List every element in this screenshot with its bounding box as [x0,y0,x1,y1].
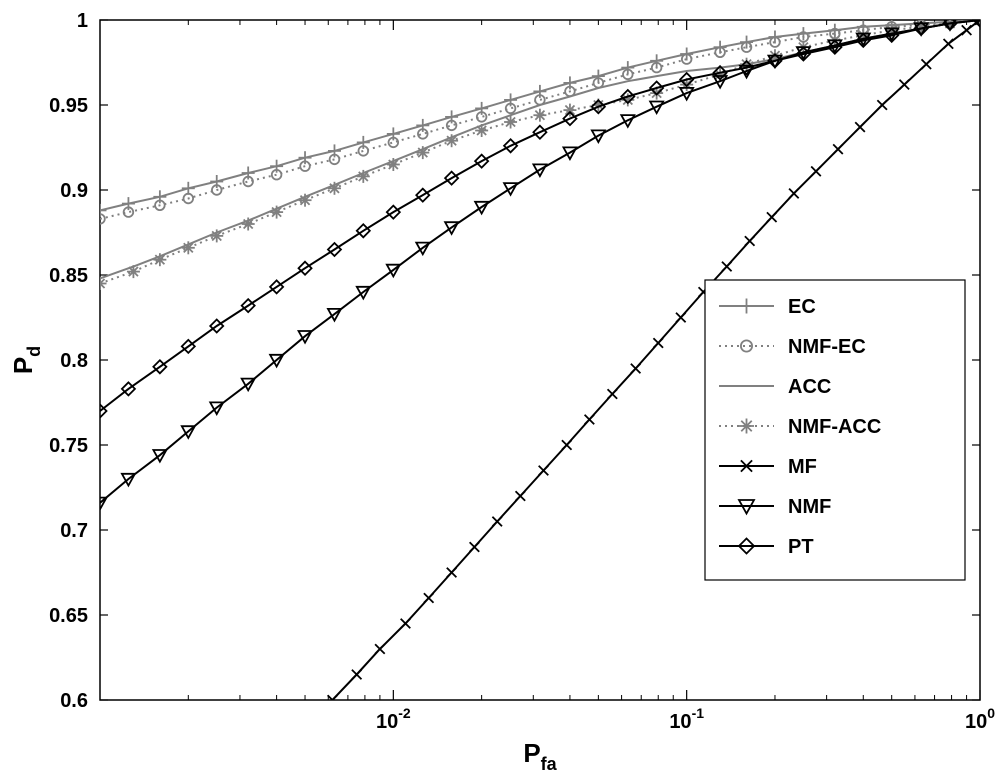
y-tick-label: 0.65 [49,605,88,627]
chart-svg: 0.6 0.65 0.7 0.75 0.8 0.85 0.9 0.95 1 10-2 10-1 100… [0,0,1000,776]
series-NMF-ACC [100,20,980,284]
y-tick-label: 0.75 [49,435,88,457]
series-ACC [100,20,980,278]
legend-label: NMF-EC [788,336,866,358]
x-axis-label: Pfa [523,738,557,774]
y-tick-label: 0.7 [60,520,88,542]
legend-label: EC [788,296,816,318]
legend-label: PT [788,536,814,558]
roc-chart: 0.6 0.65 0.7 0.75 0.8 0.85 0.9 0.95 1 10-2 10-1 100… [0,0,1000,776]
x-tick-label: 10-1 [669,705,704,733]
x-tick-label: 100 [965,705,995,733]
y-tick-label: 0.6 [60,690,88,712]
legend-label: ACC [788,376,831,398]
legend-label: NMF [788,496,831,518]
legend-label: MF [788,456,817,478]
y-tick-label: 0.8 [60,350,88,372]
y-axis-label: Pd [8,346,44,374]
y-tick-label: 0.9 [60,180,88,202]
y-tick-label: 0.85 [49,265,88,287]
y-tick-label: 1 [77,10,88,32]
y-tick-label: 0.95 [49,95,88,117]
legend-label: NMF-ACC [788,416,881,438]
x-tick-label: 10-2 [376,705,411,733]
